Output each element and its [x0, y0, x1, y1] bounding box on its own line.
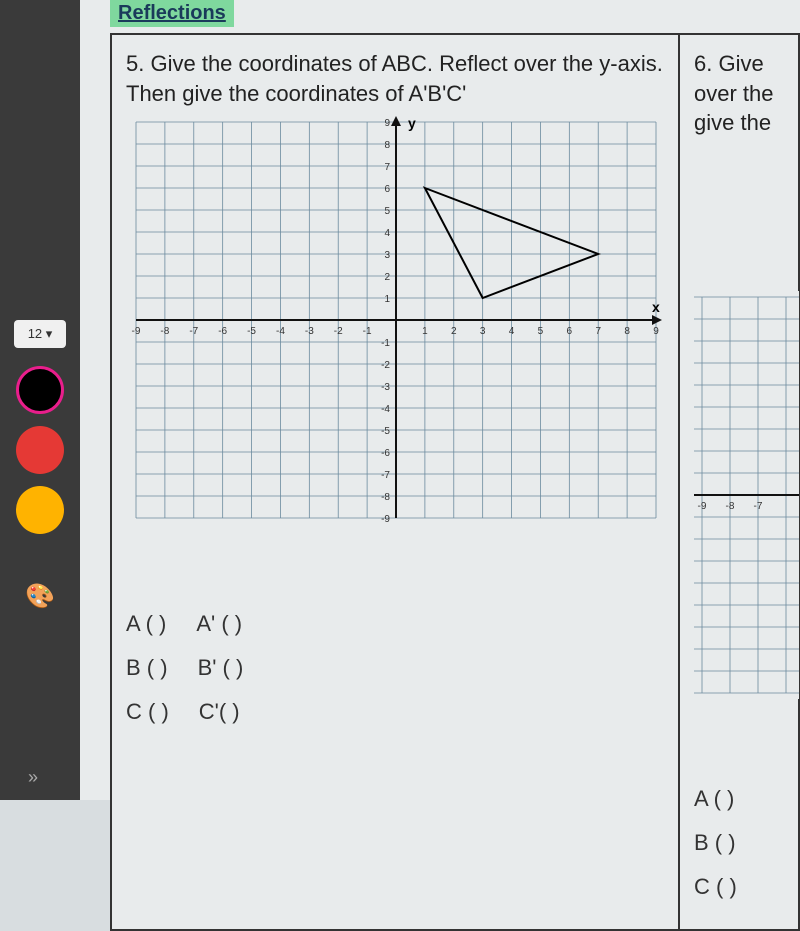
svg-text:-3: -3 — [381, 382, 390, 393]
svg-text:-3: -3 — [305, 326, 314, 337]
svg-text:-7: -7 — [754, 501, 763, 512]
problem-number: 6. — [694, 51, 712, 76]
svg-text:-6: -6 — [218, 326, 227, 337]
problem-text: Give the coordinates of ABC. Reflect ove… — [126, 51, 663, 106]
answer-a-prime: A' ( ) — [196, 602, 242, 646]
svg-text:4: 4 — [384, 228, 390, 239]
problem-6-prompt: 6. Give over the give the — [694, 49, 784, 138]
color-swatch-black[interactable] — [16, 366, 64, 414]
answer-a-orig: A ( ) — [126, 602, 166, 646]
color-swatch-orange[interactable] — [16, 486, 64, 534]
svg-text:-6: -6 — [381, 448, 390, 459]
svg-text:-7: -7 — [381, 470, 390, 481]
answer-row-a: A ( ) A' ( ) — [126, 602, 664, 646]
svg-text:-2: -2 — [334, 326, 343, 337]
answer-c-orig: C ( ) — [126, 690, 169, 734]
p6-line2: over the — [694, 81, 774, 106]
svg-text:-1: -1 — [363, 326, 372, 337]
svg-text:8: 8 — [624, 326, 630, 337]
svg-text:1: 1 — [422, 326, 428, 337]
svg-text:5: 5 — [384, 206, 390, 217]
partial-graph-svg: -9 -8 -7 — [694, 291, 799, 699]
svg-text:y: y — [408, 116, 416, 131]
svg-text:9: 9 — [653, 326, 659, 337]
problem-number: 5. — [126, 51, 144, 76]
svg-text:-9: -9 — [698, 501, 707, 512]
svg-text:-5: -5 — [381, 426, 390, 437]
answer-row-c: C ( ) C'( ) — [126, 690, 664, 734]
svg-text:7: 7 — [595, 326, 601, 337]
svg-text:3: 3 — [384, 250, 390, 261]
partial-graph: -9 -8 -7 — [694, 291, 799, 699]
p6-answer-b: B ( ) — [694, 821, 784, 865]
answer-b-orig: B ( ) — [126, 646, 168, 690]
graph-svg: -9 -8 -7 -6 -5 -4 -3 -2 -1 1 2 3 4 5 6 7 8 9 -9 -8 -7 -6 -5 -4 -… — [126, 116, 666, 524]
problem-5: 5. Give the coordinates of ABC. Reflect … — [110, 33, 680, 931]
problem-5-prompt: 5. Give the coordinates of ABC. Reflect … — [126, 49, 664, 108]
svg-text:1: 1 — [384, 294, 390, 305]
svg-text:-9: -9 — [381, 514, 390, 524]
answer-b-prime: B' ( ) — [198, 646, 244, 690]
svg-text:8: 8 — [384, 140, 390, 151]
answer-row-b: B ( ) B' ( ) — [126, 646, 664, 690]
svg-text:2: 2 — [384, 272, 390, 283]
svg-text:x: x — [652, 299, 660, 315]
svg-text:5: 5 — [538, 326, 544, 337]
svg-text:6: 6 — [384, 184, 390, 195]
svg-text:-8: -8 — [381, 492, 390, 503]
svg-text:4: 4 — [509, 326, 515, 337]
svg-text:-4: -4 — [276, 326, 285, 337]
svg-text:6: 6 — [567, 326, 573, 337]
p6-line3: give the — [694, 110, 771, 135]
palette-icon[interactable]: 🎨 — [20, 576, 60, 616]
svg-text:-8: -8 — [160, 326, 169, 337]
p6-answer-a: A ( ) — [694, 777, 784, 821]
svg-text:3: 3 — [480, 326, 486, 337]
svg-text:-1: -1 — [381, 338, 390, 349]
p6-line1: Give — [718, 51, 763, 76]
svg-text:-8: -8 — [726, 501, 735, 512]
section-title: Reflections — [110, 0, 234, 27]
answer-c-prime: C'( ) — [199, 690, 240, 734]
svg-text:2: 2 — [451, 326, 457, 337]
worksheet-content: Reflections 5. Give the coordinates of A… — [80, 0, 800, 800]
coordinate-graph: -9 -8 -7 -6 -5 -4 -3 -2 -1 1 2 3 4 5 6 7 8 9 -9 -8 -7 -6 -5 -4 -… — [126, 116, 666, 524]
svg-text:-5: -5 — [247, 326, 256, 337]
svg-text:-4: -4 — [381, 404, 390, 415]
svg-text:7: 7 — [384, 162, 390, 173]
p6-answers: A ( ) B ( ) C ( ) — [694, 777, 784, 909]
tool-sidebar: 12 ▾ 🎨 » — [0, 0, 80, 800]
svg-text:-2: -2 — [381, 360, 390, 371]
svg-text:-9: -9 — [132, 326, 141, 337]
chevron-icon[interactable]: » — [28, 767, 38, 788]
p6-answer-c: C ( ) — [694, 865, 784, 909]
svg-text:-7: -7 — [189, 326, 198, 337]
svg-text:9: 9 — [384, 118, 390, 129]
problems-row: 5. Give the coordinates of ABC. Reflect … — [110, 33, 800, 931]
answers-block: A ( ) A' ( ) B ( ) B' ( ) C ( ) C'( ) — [126, 602, 664, 734]
zoom-selector[interactable]: 12 ▾ — [14, 320, 66, 348]
problem-6: 6. Give over the give the -9 -8 -7 A ( ) B… — [680, 33, 800, 931]
color-swatch-red[interactable] — [16, 426, 64, 474]
